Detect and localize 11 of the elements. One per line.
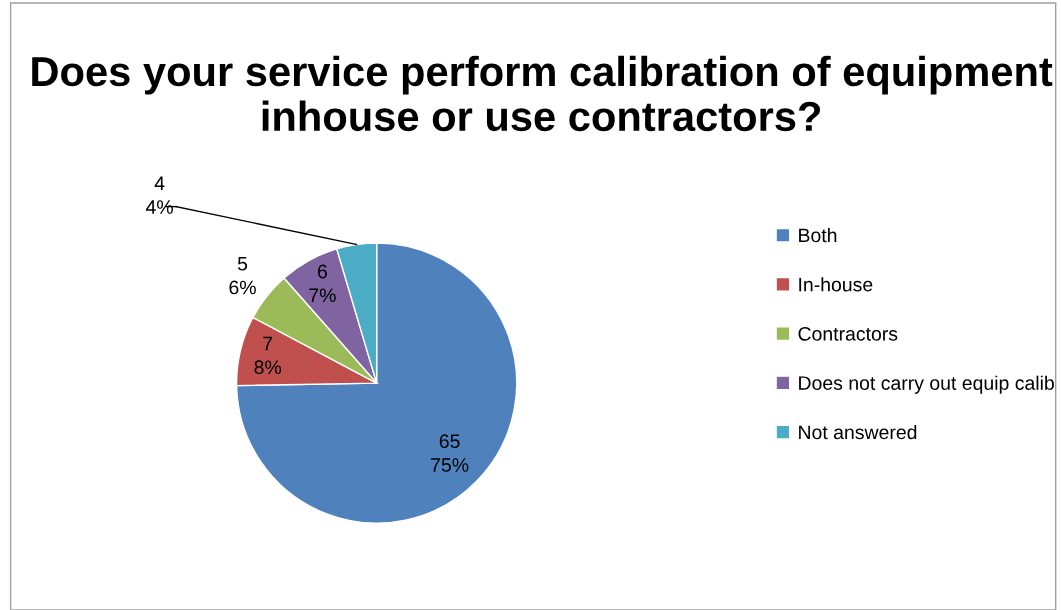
legend-label: Does not carry out equip calib (799, 375, 1054, 394)
chart-title: Does your service perform calibration of equipment inhouse or use contractors? (32, 55, 1053, 132)
data-label: 4 4% (145, 176, 173, 214)
data-label: 7 8% (254, 336, 282, 375)
legend-label: Both (799, 227, 837, 243)
legend-label: Contractors (798, 326, 898, 341)
data-label: 65 75% (431, 434, 469, 472)
legend-label: In-house (799, 277, 873, 292)
data-label: 6 7% (309, 264, 336, 303)
legend-label: Not answered (799, 424, 917, 440)
data-label: 5 6% (229, 257, 256, 295)
